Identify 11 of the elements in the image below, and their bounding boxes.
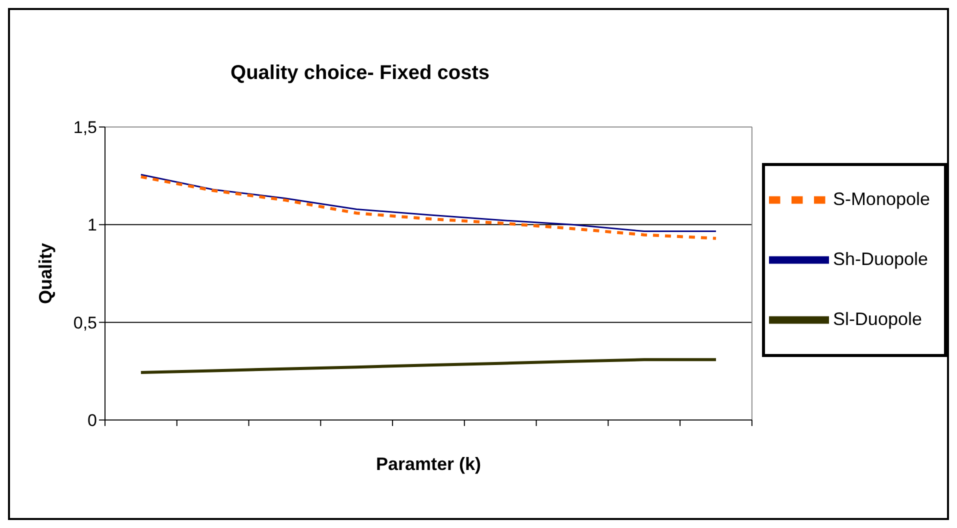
- y-tick-label: 0,5: [73, 313, 97, 332]
- legend-label: Sl-Duopole: [832, 308, 922, 329]
- legend-label: Sh-Duopole: [832, 248, 928, 269]
- x-axis-title: Paramter (k): [376, 454, 481, 474]
- line-series: [139, 358, 718, 374]
- y-tick-label: 1,5: [73, 118, 97, 138]
- y-tick-label: 0: [88, 411, 97, 430]
- chart-title: Quality choice- Fixed costs: [230, 62, 490, 85]
- y-tick-label: 1: [88, 216, 97, 235]
- legend-label: S-Monopole: [832, 188, 930, 209]
- y-axis-title: Quality: [35, 242, 56, 304]
